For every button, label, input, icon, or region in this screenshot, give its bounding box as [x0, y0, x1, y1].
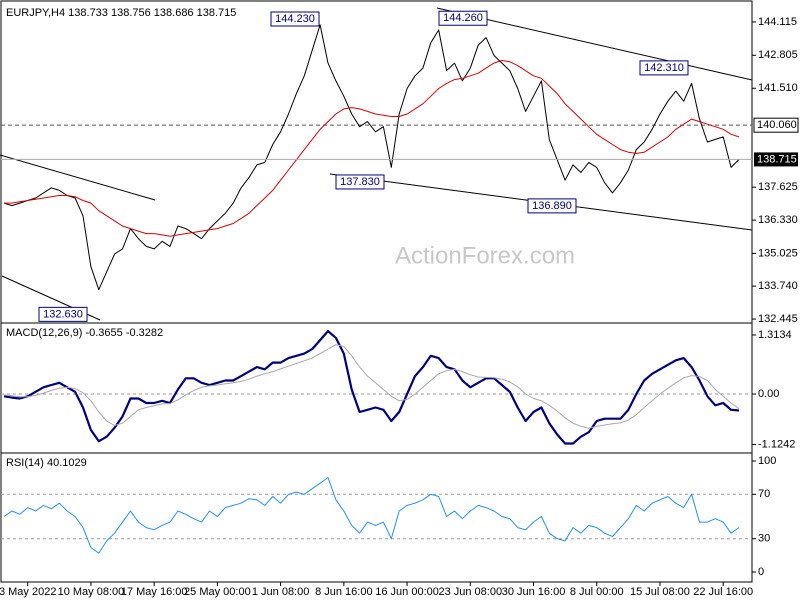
y-tick-label: 1.3134 [758, 329, 792, 341]
panel-title: MACD(12,26,9) -0.3655 -0.3282 [6, 327, 163, 339]
last-price-box [754, 152, 798, 167]
series-line [3, 477, 740, 554]
y-tick-label: 30 [758, 533, 770, 545]
price-annotation: 144.230 [275, 13, 315, 25]
panel-title: EURJPY,H4 138.733 138.756 138.686 138.71… [6, 7, 236, 19]
trend-line [0, 154, 156, 201]
x-tick-label: 1 Jun 08:00 [252, 586, 310, 598]
plot-frame [0, 0, 753, 583]
price-annotation: 142.310 [644, 62, 684, 74]
y-tick-label: 141.510 [758, 82, 798, 94]
level-label: 140.060 [757, 119, 797, 131]
series-line [4, 60, 740, 237]
y-tick-label: 133.740 [758, 280, 798, 292]
watermark: ActionForex.com [395, 242, 575, 269]
y-tick-label: 100 [758, 455, 776, 467]
y-tick-label: 0.00 [758, 388, 779, 400]
price-annotation-box [438, 10, 488, 26]
last-price-label: 138.715 [757, 153, 797, 165]
x-tick-label: 30 Jun 16:00 [502, 586, 566, 598]
level-label-box [753, 117, 799, 133]
x-tick-label: 17 May 16:00 [121, 586, 188, 598]
price-annotation: 137.830 [340, 176, 380, 188]
price-annotation-box [639, 60, 689, 76]
x-tick-label: 23 Jun 08:00 [438, 586, 502, 598]
y-tick-label: 144.115 [758, 16, 797, 28]
series-line [3, 330, 740, 445]
y-tick-label: 132.445 [758, 313, 798, 325]
y-tick-label: 135.025 [758, 247, 798, 259]
price-annotation-box [270, 11, 320, 27]
price-annotation: 144.260 [443, 12, 483, 24]
y-tick-label: -1.1242 [758, 438, 795, 450]
price-annotation-box [335, 174, 385, 190]
x-tick-label: 16 Jun 00:00 [375, 586, 439, 598]
x-tick-label: 8 Jun 16:00 [315, 586, 373, 598]
price-annotation-box [38, 306, 88, 322]
y-tick-label: 0 [758, 566, 764, 578]
panel-title: RSI(14) 40.1029 [6, 457, 87, 469]
series-line [3, 344, 740, 429]
x-tick-label: 10 May 08:00 [58, 586, 125, 598]
x-tick-label: 22 Jul 16:00 [693, 586, 753, 598]
y-tick-label: 136.330 [758, 214, 798, 226]
y-tick-label: 70 [758, 488, 770, 500]
x-tick-label: 8 Jul 00:00 [570, 586, 624, 598]
y-tick-label: 142.805 [758, 49, 798, 61]
x-tick-label: 25 May 00:00 [184, 586, 251, 598]
price-annotation-box [527, 198, 577, 214]
series-line [3, 24, 740, 291]
trend-line [436, 7, 753, 81]
y-tick-label: 137.625 [758, 181, 798, 193]
x-tick-label: 15 Jul 08:00 [630, 586, 690, 598]
x-tick-label: 3 May 2022 [0, 586, 56, 598]
price-annotation: 136.890 [532, 200, 572, 212]
price-annotation: 132.630 [43, 308, 83, 320]
